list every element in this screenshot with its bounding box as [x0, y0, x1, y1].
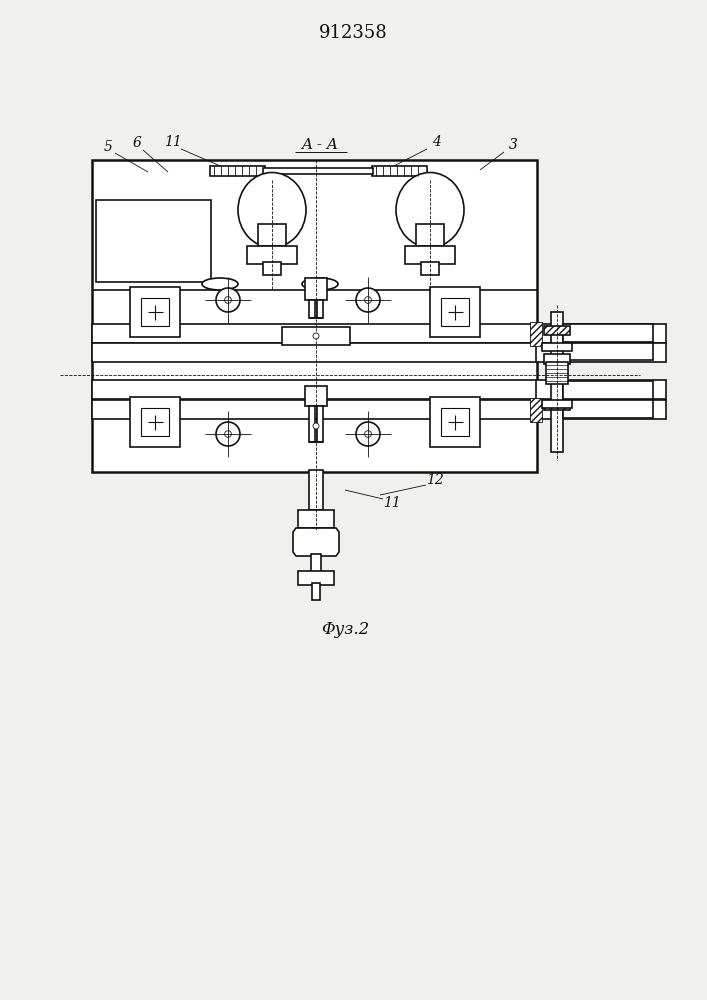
Text: 6: 6 [133, 136, 141, 150]
Bar [141, 408, 169, 436]
Bar [317, 300, 323, 318]
Circle shape [365, 431, 371, 437]
Text: 5: 5 [103, 140, 112, 154]
Bar [430, 397, 480, 447]
Bar [305, 278, 327, 300]
Bar [309, 406, 315, 442]
Ellipse shape [302, 278, 338, 290]
Bar [430, 287, 480, 337]
Bar [546, 362, 568, 384]
Bar [372, 166, 427, 176]
Bar [92, 160, 537, 472]
Circle shape [216, 288, 240, 312]
Bar [405, 246, 455, 264]
Bar [263, 168, 373, 174]
Bar [542, 400, 572, 408]
Bar [563, 381, 653, 399]
Bar [544, 354, 570, 364]
Bar [305, 386, 327, 406]
Bar [258, 224, 286, 246]
Ellipse shape [238, 172, 306, 247]
Text: Φуз.2: Φуз.2 [321, 621, 369, 639]
Bar [530, 322, 542, 346]
Text: 912358: 912358 [319, 24, 387, 42]
Bar [92, 400, 537, 419]
Bar [563, 400, 653, 418]
Circle shape [225, 297, 231, 303]
Ellipse shape [396, 172, 464, 247]
Bar [263, 262, 281, 275]
Text: 12: 12 [426, 473, 444, 487]
Bar [92, 324, 537, 343]
Circle shape [313, 423, 319, 429]
Bar [544, 401, 570, 410]
Bar [563, 324, 653, 342]
Bar [96, 200, 211, 282]
Circle shape [365, 297, 371, 303]
Text: 4: 4 [431, 135, 440, 149]
Polygon shape [293, 528, 339, 556]
Bar [247, 246, 297, 264]
Bar [309, 470, 323, 510]
Text: 11: 11 [383, 496, 401, 510]
Bar [92, 343, 537, 362]
Text: 11: 11 [164, 135, 182, 149]
Bar [298, 510, 334, 528]
Bar [312, 583, 320, 600]
Bar [309, 300, 315, 318]
Circle shape [313, 333, 319, 339]
Circle shape [225, 431, 231, 437]
Bar [563, 343, 653, 360]
Bar [130, 287, 180, 337]
Text: A - A: A - A [302, 138, 339, 152]
Text: 3: 3 [508, 138, 518, 152]
Bar [536, 324, 666, 343]
Bar [210, 166, 265, 176]
Bar [536, 380, 666, 399]
Bar [544, 326, 570, 335]
Circle shape [216, 422, 240, 446]
Bar [141, 298, 169, 326]
Bar [536, 343, 666, 362]
Ellipse shape [202, 278, 238, 290]
Bar [421, 262, 439, 275]
Text: 26: 26 [565, 323, 583, 337]
Bar [551, 312, 563, 452]
Bar [282, 327, 350, 345]
Bar [530, 398, 542, 422]
Bar [542, 343, 572, 351]
Bar [536, 400, 666, 419]
Bar [317, 406, 323, 442]
Bar [130, 397, 180, 447]
Bar [298, 571, 334, 585]
Circle shape [356, 422, 380, 446]
Bar [92, 380, 537, 399]
Bar [416, 224, 444, 246]
Circle shape [356, 288, 380, 312]
Bar [441, 298, 469, 326]
Bar [441, 408, 469, 436]
Bar [311, 554, 321, 572]
